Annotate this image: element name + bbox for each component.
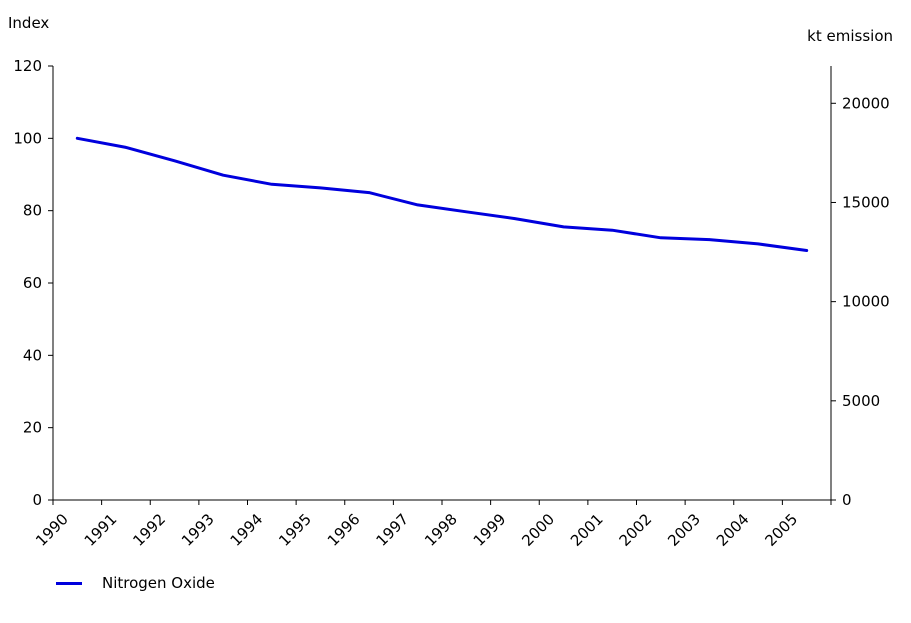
- data-point: [76, 137, 79, 140]
- data-point: [805, 249, 808, 252]
- data-point: [222, 174, 225, 177]
- left-tick-label: 20: [23, 419, 42, 437]
- data-point: [270, 183, 273, 186]
- x-tick-label: 2002: [616, 510, 656, 550]
- x-tick-label: 1997: [372, 510, 412, 550]
- x-tick-label: 1991: [81, 510, 121, 550]
- right-tick-label: 10000: [842, 293, 890, 311]
- x-tick-label: 2005: [761, 510, 801, 550]
- data-point: [756, 242, 760, 246]
- series-line-nitrogen-oxide: [75, 136, 809, 252]
- data-point: [562, 225, 565, 229]
- x-tick-label: 1998: [421, 510, 461, 550]
- x-tick-label: 1999: [470, 510, 510, 550]
- left-tick-label: 100: [13, 129, 42, 147]
- x-tick-label: 2001: [567, 510, 607, 550]
- legend-label-nitrogen-oxide: Nitrogen Oxide: [102, 574, 215, 592]
- right-tick-label: 15000: [842, 193, 890, 211]
- data-point: [513, 217, 517, 220]
- legend-swatch-nitrogen-oxide: [56, 581, 82, 585]
- x-tick-label: 2004: [713, 510, 753, 550]
- left-axis-title: Index: [8, 14, 49, 32]
- left-tick-label: 120: [13, 57, 42, 75]
- left-tick-label: 60: [23, 274, 42, 292]
- right-tick-label: 0: [842, 491, 852, 509]
- right-axis-title: kt emission: [807, 27, 893, 45]
- right-tick-label: 20000: [842, 94, 890, 112]
- left-tick-label: 0: [32, 491, 42, 509]
- data-point: [124, 146, 128, 149]
- data-point: [173, 159, 176, 162]
- x-tick-label: 2000: [518, 510, 558, 550]
- data-point: [416, 203, 419, 207]
- x-tick-label: 1992: [129, 510, 169, 550]
- data-point: [611, 229, 614, 232]
- x-tick-label: 1990: [32, 510, 72, 550]
- data-point: [708, 238, 711, 241]
- data-point: [319, 186, 322, 190]
- x-tick-label: 1996: [324, 510, 364, 550]
- right-tick-label: 5000: [842, 392, 880, 410]
- x-tick-label: 1995: [275, 510, 315, 550]
- x-tick-label: 2003: [664, 510, 704, 550]
- legend: Nitrogen Oxide: [56, 574, 215, 592]
- data-point: [659, 236, 662, 239]
- x-tick-label: 1994: [227, 510, 267, 550]
- data-point: [465, 210, 468, 213]
- x-tick-label: 1993: [178, 510, 218, 550]
- left-tick-label: 40: [23, 346, 42, 364]
- left-tick-label: 80: [23, 202, 42, 220]
- data-point: [367, 191, 371, 194]
